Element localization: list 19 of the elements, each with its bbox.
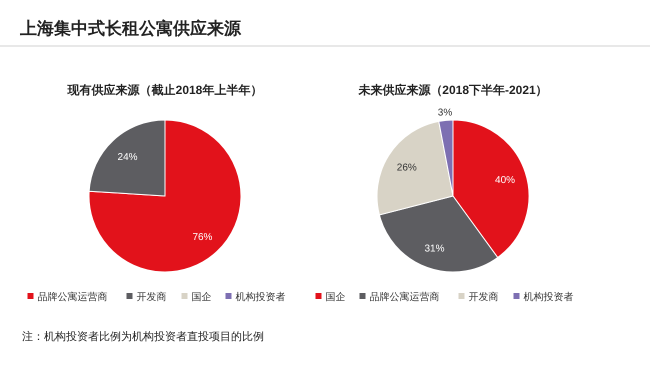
data-label: 40%: [495, 175, 516, 186]
legend-label: 品牌公寓运营商: [38, 291, 108, 303]
chart-title: 未来供应来源（2018下半年-2021）: [357, 83, 548, 97]
data-label: 26%: [396, 162, 417, 174]
legend-label: 开发商: [136, 291, 166, 303]
data-label: 24%: [118, 152, 138, 164]
chart-subtitle: 现有供应来源（截止2018年上半年）: [66, 83, 262, 97]
chart-title: 上海集中式长租公寓供应来源: [19, 19, 242, 38]
pie-slice: [88, 120, 242, 272]
legend-label: 国企: [326, 291, 346, 303]
legend-label: 机构投资者: [524, 291, 574, 303]
data-label: 3%: [438, 107, 452, 118]
legend-label: 国企: [192, 291, 212, 303]
legend-label: 机构投资者: [236, 291, 286, 303]
data-label: 76%: [192, 232, 213, 243]
legend-label: 开发商: [468, 291, 498, 303]
data-label: 31%: [424, 243, 445, 254]
legend-label: 品牌公寓运营商: [370, 291, 440, 303]
text: 注：机构投资者比例为机构投资者直投项目的比例: [22, 330, 264, 343]
